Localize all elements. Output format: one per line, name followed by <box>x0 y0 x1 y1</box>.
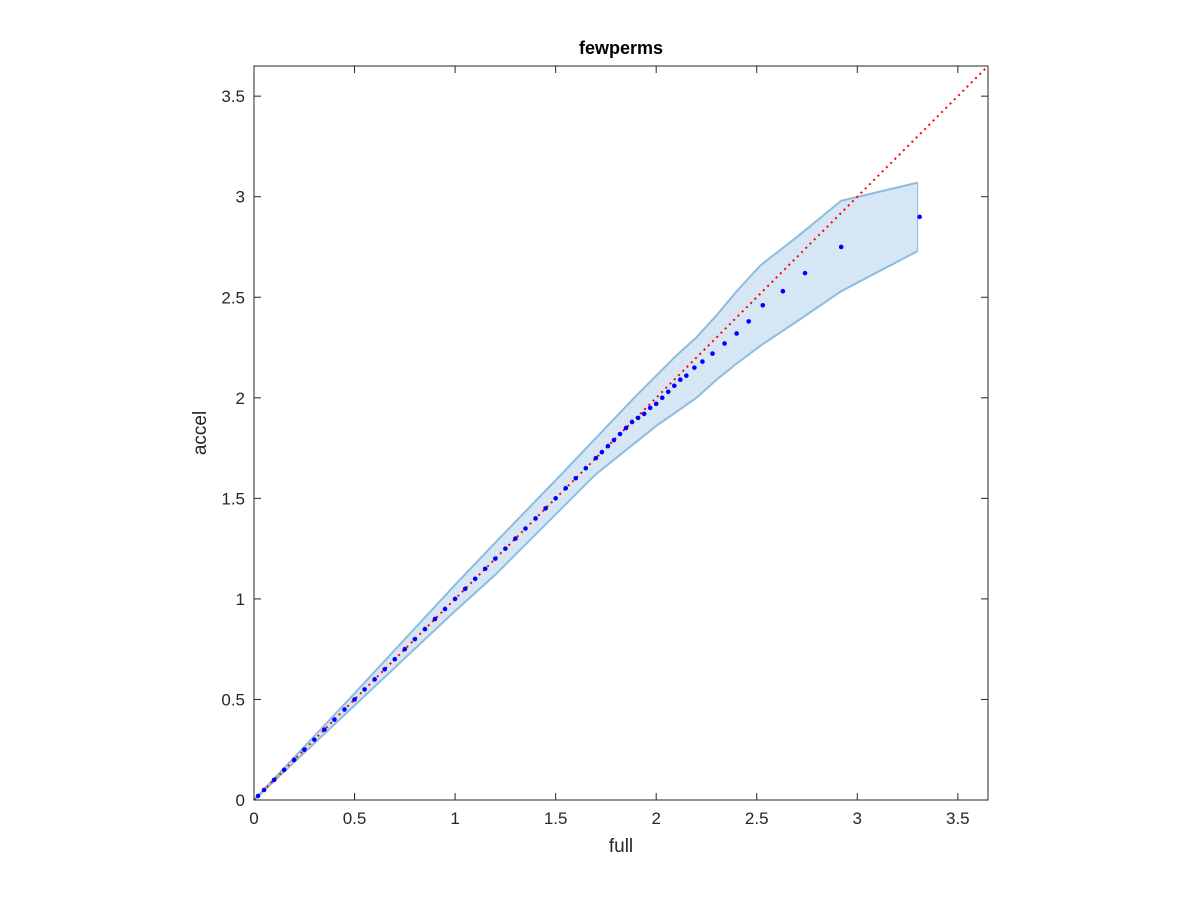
band-lower-edge <box>253 250 919 801</box>
data-point <box>493 556 498 561</box>
data-point <box>746 319 751 324</box>
data-point <box>312 737 317 742</box>
data-point <box>503 546 508 551</box>
x-tick-label: 1.5 <box>544 809 568 828</box>
chart-title: fewperms <box>579 38 663 58</box>
data-point <box>659 395 665 401</box>
data-point <box>671 383 677 389</box>
y-tick-label: 1.5 <box>221 489 245 508</box>
data-point <box>684 373 689 378</box>
data-point <box>553 496 558 501</box>
data-point <box>271 777 277 783</box>
data-point <box>322 727 327 732</box>
ticks-layer: 0 0.5 1 1.5 2 2.5 3 3.5 0 0.5 1 1.5 2 2.5 3 3.5 <box>221 66 988 828</box>
data-point <box>382 666 388 672</box>
data-point <box>513 536 518 541</box>
y-tick-label: 0.5 <box>221 690 245 709</box>
data-point <box>665 389 671 395</box>
y-tick-label: 3.5 <box>221 87 245 106</box>
data-point <box>734 331 739 336</box>
data-point <box>722 341 727 346</box>
data-point <box>678 377 683 383</box>
data-point <box>261 787 267 793</box>
y-tick-label: 2 <box>236 389 245 408</box>
data-point <box>700 359 705 364</box>
y-tick-label: 0 <box>236 791 245 810</box>
data-point <box>802 270 808 276</box>
data-point <box>617 431 623 437</box>
data-point <box>623 425 629 431</box>
data-point <box>332 717 337 722</box>
data-point <box>629 419 635 425</box>
data-point <box>641 411 647 417</box>
data-point <box>301 747 307 753</box>
data-point <box>583 465 589 471</box>
data-point <box>523 526 528 531</box>
data-point <box>647 405 653 411</box>
data-point <box>462 586 468 592</box>
x-tick-label: 3 <box>853 809 862 828</box>
data-point <box>533 516 538 521</box>
data-point <box>605 443 611 449</box>
band-upper-edge <box>253 181 918 801</box>
x-tick-label: 3.5 <box>946 809 970 828</box>
y-tick-label: 1 <box>236 590 245 609</box>
data-point <box>838 244 844 250</box>
y-tick-label: 2.5 <box>221 288 245 307</box>
data-point <box>432 616 438 622</box>
y-tick-label: 3 <box>236 188 245 207</box>
data-point <box>362 687 367 692</box>
data-point <box>543 506 548 511</box>
data-point <box>342 707 347 712</box>
data-point <box>593 455 599 461</box>
data-point <box>422 626 428 632</box>
data-point <box>412 636 418 642</box>
x-tick-label: 0 <box>249 809 258 828</box>
x-tick-label: 1 <box>450 809 459 828</box>
data-point <box>482 566 488 572</box>
axes-box <box>253 65 989 801</box>
data-point <box>392 656 398 662</box>
data-point <box>442 606 448 612</box>
data-point <box>653 401 659 407</box>
data-point <box>917 214 922 220</box>
data-point <box>611 437 617 443</box>
data-point <box>563 486 568 491</box>
x-tick-label: 2.5 <box>745 809 769 828</box>
data-point <box>402 646 408 652</box>
y-axis-label: accel <box>190 411 211 455</box>
data-point <box>573 475 579 481</box>
confidence-band-layer <box>253 181 919 801</box>
data-point <box>692 365 697 370</box>
data-point <box>281 767 287 773</box>
data-point <box>291 757 297 763</box>
data-point <box>352 697 357 702</box>
data-point <box>635 415 641 421</box>
data-point <box>255 793 261 799</box>
data-point <box>372 677 377 682</box>
data-point <box>760 303 766 308</box>
data-point <box>710 351 715 356</box>
data-point <box>599 449 605 455</box>
data-point <box>452 596 458 602</box>
data-points-layer <box>255 214 922 799</box>
data-point <box>472 576 478 582</box>
x-tick-label: 0.5 <box>343 809 367 828</box>
x-axis-label: full <box>609 836 633 857</box>
confidence-band-fill <box>254 182 918 800</box>
data-point <box>780 288 786 294</box>
reference-line <box>253 65 989 801</box>
x-tick-label: 2 <box>651 809 660 828</box>
